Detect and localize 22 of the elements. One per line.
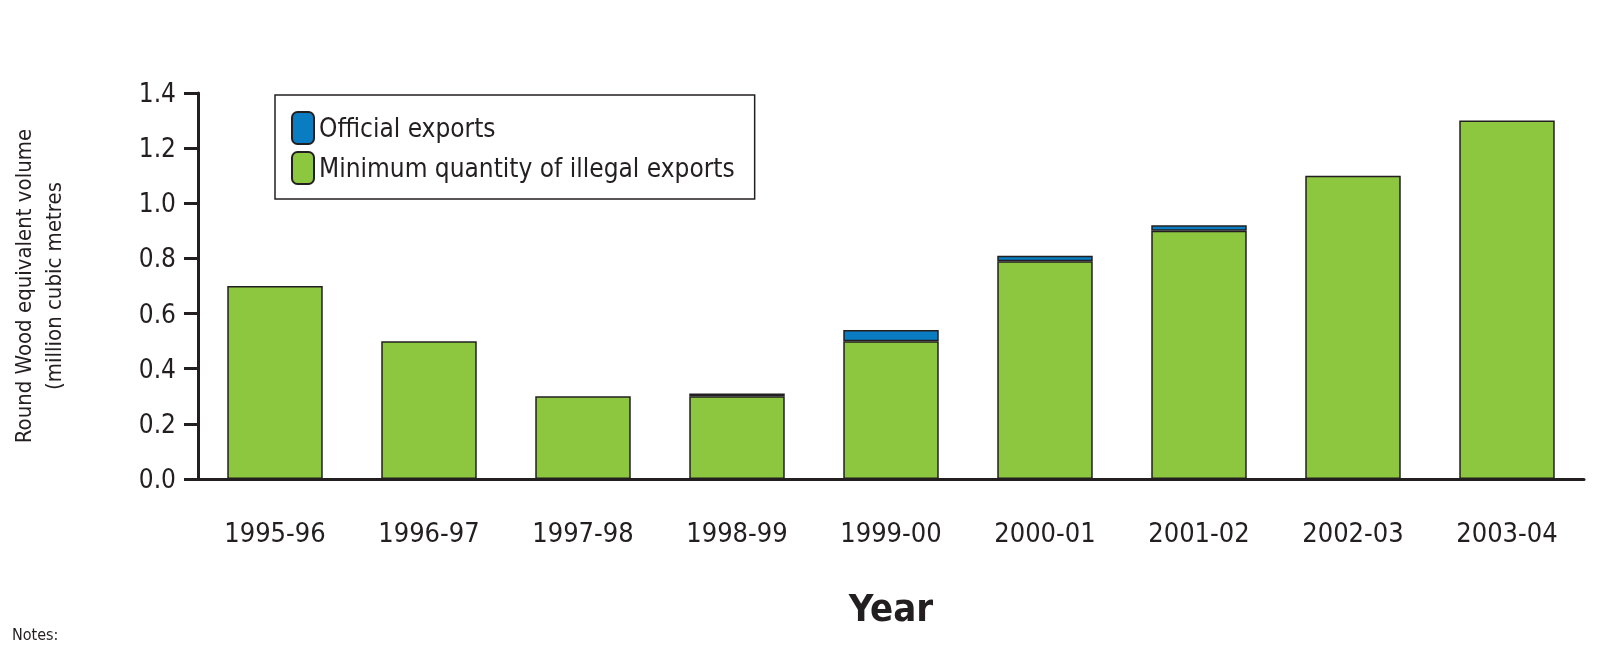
y-tick-label: 0.2: [138, 408, 176, 439]
y-tick-label: 0.8: [138, 243, 176, 274]
x-tick-label: 2001-02: [1148, 517, 1250, 548]
x-tick-label: 2003-04: [1456, 517, 1558, 548]
text: Notes:: [12, 624, 59, 644]
x-axis-title: Year: [847, 586, 934, 630]
y-tick-label: 0.4: [138, 353, 176, 384]
legend-label: Minimum quantity of illegal exports: [319, 153, 735, 183]
x-tick-label: 2000-01: [994, 517, 1096, 548]
y-tick-label: 1.0: [138, 188, 176, 219]
legend-label: Official exports: [319, 113, 496, 143]
x-tick-label: 2002-03: [1302, 517, 1404, 548]
y-tick-label: 1.4: [138, 78, 176, 108]
x-tick-label: 1996-97: [378, 517, 480, 548]
y-tick-label: 1.2: [138, 133, 176, 164]
y-axis-title: Round Wood equivalent volume (million cubic metres: [10, 128, 66, 444]
x-tick-label: 1998-99: [686, 517, 788, 548]
x-tick-label: 1997-98: [532, 517, 634, 548]
y-tick-label: 0.0: [138, 464, 176, 494]
x-tick-label: 1999-00: [840, 517, 942, 548]
x-tick-label: 1995-96: [224, 517, 326, 548]
y-tick-label: 0.6: [138, 298, 176, 329]
